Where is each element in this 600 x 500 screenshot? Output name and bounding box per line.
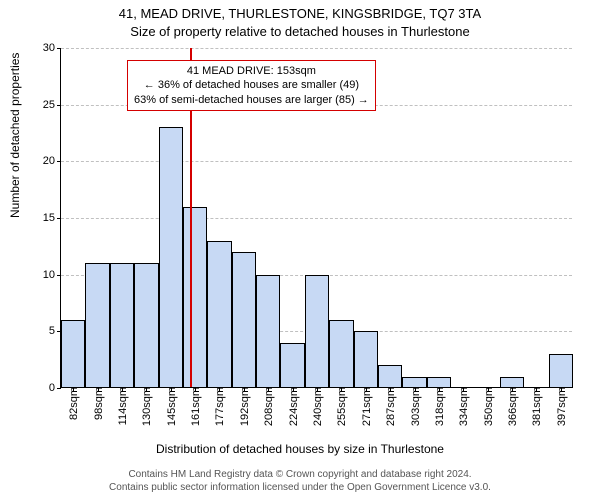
annotation-line-3: 63% of semi-detached houses are larger (… bbox=[134, 93, 369, 107]
chart-title-sub: Size of property relative to detached ho… bbox=[0, 24, 600, 39]
annotation-box: 41 MEAD DRIVE: 153sqm← 36% of detached h… bbox=[127, 60, 376, 111]
x-tick-label: 381sqm bbox=[529, 387, 543, 426]
x-tick-label: 208sqm bbox=[261, 387, 275, 426]
histogram-bar bbox=[256, 275, 280, 388]
x-tick-label: 177sqm bbox=[212, 387, 226, 426]
x-tick-label: 318sqm bbox=[432, 387, 446, 426]
y-tick-label: 5 bbox=[31, 325, 61, 337]
histogram-bar bbox=[354, 331, 378, 388]
x-tick-label: 287sqm bbox=[383, 387, 397, 426]
gridline bbox=[61, 161, 572, 162]
gridline bbox=[61, 48, 572, 49]
x-axis-label: Distribution of detached houses by size … bbox=[0, 442, 600, 456]
x-tick-label: 145sqm bbox=[164, 387, 178, 426]
histogram-bar bbox=[232, 252, 256, 388]
y-tick-label: 15 bbox=[31, 212, 61, 224]
chart-title-main: 41, MEAD DRIVE, THURLESTONE, KINGSBRIDGE… bbox=[0, 6, 600, 21]
histogram-bar bbox=[378, 365, 402, 388]
histogram-bar bbox=[61, 320, 85, 388]
histogram-bar bbox=[134, 263, 158, 388]
x-tick-label: 130sqm bbox=[139, 387, 153, 426]
chart-footer: Contains HM Land Registry data © Crown c… bbox=[0, 468, 600, 494]
x-tick-label: 350sqm bbox=[481, 387, 495, 426]
x-tick-label: 82sqm bbox=[66, 387, 80, 420]
annotation-line-2: ← 36% of detached houses are smaller (49… bbox=[134, 78, 369, 92]
annotation-line-1: 41 MEAD DRIVE: 153sqm bbox=[134, 64, 369, 78]
x-tick-label: 255sqm bbox=[334, 387, 348, 426]
x-tick-label: 397sqm bbox=[554, 387, 568, 426]
histogram-bar bbox=[159, 127, 183, 388]
histogram-bar bbox=[110, 263, 134, 388]
histogram-bar bbox=[280, 343, 304, 388]
histogram-bar bbox=[85, 263, 109, 388]
histogram-bar bbox=[329, 320, 353, 388]
x-tick-label: 114sqm bbox=[115, 387, 129, 425]
x-tick-label: 224sqm bbox=[286, 387, 300, 426]
y-tick-label: 10 bbox=[31, 269, 61, 281]
plot-area: 05101520253082sqm98sqm114sqm130sqm145sqm… bbox=[60, 48, 572, 388]
y-axis-label: Number of detached properties bbox=[8, 53, 22, 218]
footer-line-1: Contains HM Land Registry data © Crown c… bbox=[0, 468, 600, 481]
y-tick-label: 25 bbox=[31, 99, 61, 111]
histogram-bar bbox=[207, 241, 231, 388]
histogram-bar bbox=[183, 207, 207, 388]
histogram-bar bbox=[305, 275, 329, 388]
histogram-bar bbox=[549, 354, 573, 388]
x-tick-label: 98sqm bbox=[91, 387, 105, 420]
y-tick-label: 30 bbox=[31, 42, 61, 54]
gridline bbox=[61, 218, 572, 219]
y-tick-label: 20 bbox=[31, 155, 61, 167]
x-tick-label: 334sqm bbox=[456, 387, 470, 426]
chart-container: 41, MEAD DRIVE, THURLESTONE, KINGSBRIDGE… bbox=[0, 0, 600, 500]
y-tick-label: 0 bbox=[31, 382, 61, 394]
x-tick-label: 303sqm bbox=[408, 387, 422, 426]
x-tick-label: 192sqm bbox=[237, 387, 251, 426]
footer-line-2: Contains public sector information licen… bbox=[0, 481, 600, 494]
x-tick-label: 240sqm bbox=[310, 387, 324, 426]
x-tick-label: 366sqm bbox=[505, 387, 519, 426]
x-tick-label: 271sqm bbox=[359, 387, 373, 426]
x-tick-label: 161sqm bbox=[188, 387, 202, 426]
